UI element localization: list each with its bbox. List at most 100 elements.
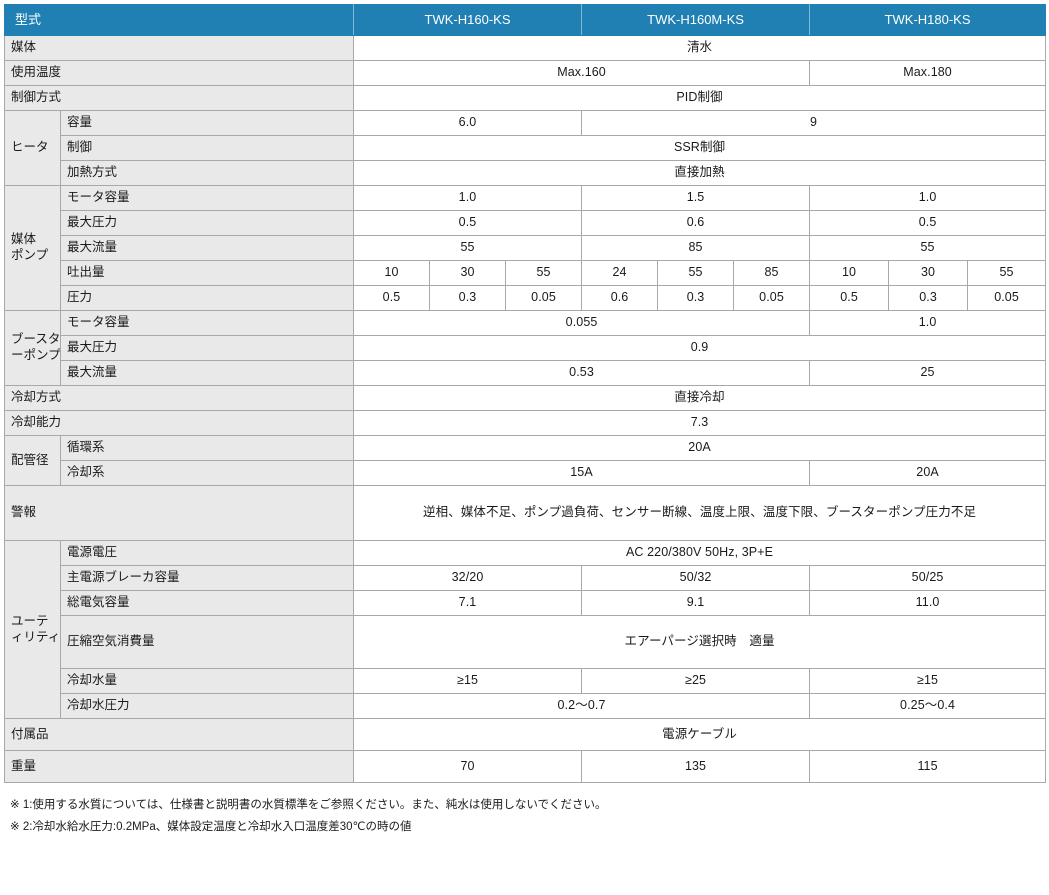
row-medium-pump-discharge: 吐出量 10 30 55 24 55 85 10 30 55 [5,260,1047,286]
label-heater-control: 制御 [59,135,355,161]
label-utility-cooling-water-volume: 冷却水量 [59,668,355,694]
header-model-1: TWK-H160-KS [353,4,583,36]
value-pressure-5: 0.3 [657,285,735,311]
value-medium-pump-max-flow-2: 85 [581,235,811,261]
label-utility-supply-voltage: 電源電圧 [59,540,355,566]
value-temperature-180: Max.180 [809,60,1047,86]
value-control-method: PID制御 [353,85,1047,111]
value-medium-pump-motor-capacity-3: 1.0 [809,185,1047,211]
value-discharge-1: 10 [353,260,431,286]
specification-table: 型式 TWK-H160-KS TWK-H160M-KS TWK-H180-KS … [3,4,1047,783]
label-utility-main-breaker: 主電源ブレーカ容量 [59,565,355,591]
value-heater-capacity-1: 6.0 [353,110,583,136]
label-medium-pump-max-flow: 最大流量 [59,235,355,261]
row-booster-pump-motor-capacity: ブースタ ーポンプ モータ容量 0.055 1.0 [4,310,1047,386]
row-pipe-circulation: 配管径 循環系 20A [4,435,1047,486]
row-control-method: 制御方式 PID制御 [3,85,1047,111]
value-booster-motor-capacity-1: 0.055 [353,310,811,336]
label-cooling-method: 冷却方式 [3,385,355,411]
value-pressure-3: 0.05 [505,285,583,311]
value-total-electric-2: 9.1 [581,590,811,616]
group-label-booster-pump-line2: ーポンプ [11,348,61,362]
row-medium: 媒体 清水 [3,35,1047,61]
label-medium-pump-pressure: 圧力 [59,285,355,311]
value-cooling-water-volume-1: ≥15 [353,668,583,694]
value-pressure-1: 0.5 [353,285,431,311]
label-medium-pump-max-pressure: 最大圧力 [59,210,355,236]
group-label-pipe-diameter: 配管径 [4,435,61,486]
group-label-medium-pump: 媒体 ポンプ [4,185,61,311]
label-booster-pump-motor-capacity: モータ容量 [59,310,355,336]
label-booster-pump-max-pressure: 最大圧力 [59,335,355,361]
label-utility-cooling-water-pressure: 冷却水圧力 [59,693,355,719]
value-main-breaker-2: 50/32 [581,565,811,591]
row-medium-pump-max-pressure: 最大圧力 0.5 0.6 0.5 [5,210,1047,236]
value-medium-pump-max-pressure-2: 0.6 [581,210,811,236]
value-medium-pump-max-pressure-1: 0.5 [353,210,583,236]
value-discharge-7: 10 [809,260,890,286]
value-cooling-water-volume-2: ≥25 [581,668,811,694]
row-utility-cooling-water-pressure: 冷却水圧力 0.2～0.7 0.25～0.4 [5,693,1047,719]
value-pressure-8: 0.3 [888,285,969,311]
value-utility-supply-voltage: AC 220/380V 50Hz, 3P+E [353,540,1047,566]
group-label-utility-line2: ィリティ [11,629,61,644]
row-medium-pump-pressure: 圧力 0.5 0.3 0.05 0.6 0.3 0.05 0.5 0.3 0.0… [5,285,1047,311]
label-pipe-cooling: 冷却系 [59,460,355,486]
header-type-label: 型式 [3,4,355,36]
value-heater-control: SSR制御 [353,135,1047,161]
row-temperature: 使用温度 Max.160 Max.180 [3,60,1047,86]
row-alarm: 警報 逆相、媒体不足、ポンプ過負荷、センサー断線、温度上限、温度下限、ブースター… [3,485,1047,541]
value-medium-pump-max-flow-3: 55 [809,235,1047,261]
value-discharge-3: 55 [505,260,583,286]
value-discharge-2: 30 [429,260,507,286]
footnotes: ※ 1:使用する水質については、仕様書と説明書の水質標準をご参照ください。また、… [4,794,1045,839]
table-header-row: 型式 TWK-H160-KS TWK-H160M-KS TWK-H180-KS [3,4,1047,36]
row-medium-pump-max-flow: 最大流量 55 85 55 [5,235,1047,261]
row-utility-main-breaker: 主電源ブレーカ容量 32/20 50/32 50/25 [5,565,1047,591]
value-cooling-method: 直接冷却 [353,385,1047,411]
value-discharge-6: 85 [733,260,811,286]
value-alarm: 逆相、媒体不足、ポンプ過負荷、センサー断線、温度上限、温度下限、ブースターポンプ… [353,485,1047,541]
value-total-electric-1: 7.1 [353,590,583,616]
value-pipe-cooling-2: 20A [809,460,1047,486]
row-booster-pump-max-pressure: 最大圧力 0.9 [5,335,1047,361]
row-utility-supply-voltage: ユーテ ィリティ 電源電圧 AC 220/380V 50Hz, 3P+E [4,540,1047,719]
row-accessories: 付属品 電源ケーブル [3,718,1047,751]
value-pressure-7: 0.5 [809,285,890,311]
value-main-breaker-3: 50/25 [809,565,1047,591]
value-pressure-2: 0.3 [429,285,507,311]
label-accessories: 付属品 [3,718,355,751]
value-medium-pump-max-pressure-3: 0.5 [809,210,1047,236]
value-medium-pump-max-flow-1: 55 [353,235,583,261]
value-booster-max-pressure: 0.9 [353,335,1047,361]
footnote-2: ※ 2:冷却水給水圧力:0.2MPa、媒体設定温度と冷却水入口温度差30℃の時の… [10,821,412,834]
group-label-booster-pump: ブースタ ーポンプ [4,310,61,386]
label-pipe-circulation: 循環系 [59,435,355,461]
header-model-3: TWK-H180-KS [809,4,1047,36]
group-label-medium-pump-line2: ポンプ [11,248,49,262]
value-utility-compressed-air: エアーパージ選択時 適量 [353,615,1047,669]
row-cooling-capacity: 冷却能力 7.3 [3,410,1047,436]
value-weight-1: 70 [353,750,583,783]
group-label-utility-line1: ユーテ [11,613,49,628]
value-booster-max-flow-2: 25 [809,360,1047,386]
value-pipe-circulation: 20A [353,435,1047,461]
row-utility-total-electric: 総電気容量 7.1 9.1 11.0 [5,590,1047,616]
label-heater-capacity: 容量 [59,110,355,136]
footnote-1: ※ 1:使用する水質については、仕様書と説明書の水質標準をご参照ください。また、… [10,799,607,811]
label-weight: 重量 [3,750,355,783]
label-temperature: 使用温度 [3,60,355,86]
value-main-breaker-1: 32/20 [353,565,583,591]
label-alarm: 警報 [3,485,355,541]
value-discharge-5: 55 [657,260,735,286]
group-label-booster-pump-line1: ブースタ [11,332,61,347]
value-discharge-4: 24 [581,260,659,286]
value-discharge-8: 30 [888,260,969,286]
label-utility-compressed-air: 圧縮空気消費量 [59,615,355,669]
value-cooling-water-volume-3: ≥15 [809,668,1047,694]
value-pipe-cooling-1: 15A [353,460,811,486]
value-heater-capacity-2: 9 [581,110,1047,136]
row-heater-capacity: ヒータ 容量 6.0 9 [4,110,1047,186]
value-pressure-6: 0.05 [733,285,811,311]
